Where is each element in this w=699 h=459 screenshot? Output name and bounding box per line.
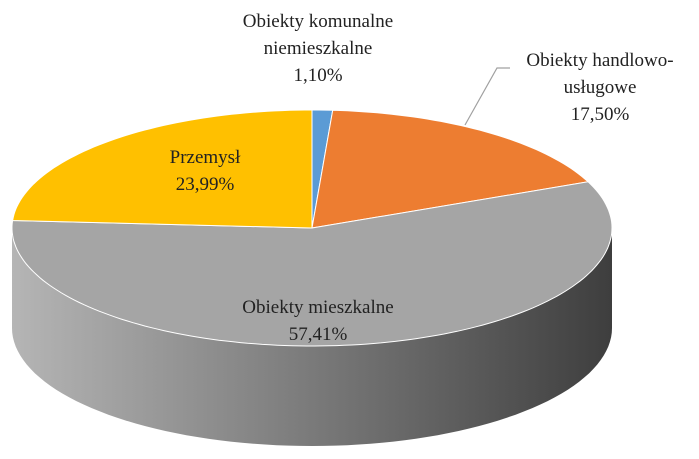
slice-label: Obiekty komunalne niemieszkalne 1,10% <box>218 8 418 89</box>
value-label: 57,41% <box>288 324 348 345</box>
category-name: Obiekty komunalne niemieszkalne <box>242 11 394 59</box>
category-name: Obiekty mieszkalne <box>242 297 394 318</box>
pie-slice <box>11 109 313 229</box>
leader-line <box>464 67 510 126</box>
value-label: 17,50% <box>570 104 630 125</box>
pie-slice <box>311 109 590 229</box>
slice-label: Obiekty handlowo-usługowe 17,50% <box>510 47 690 128</box>
slice-label: Przemysł 23,99% <box>125 144 285 198</box>
value-label: 23,99% <box>175 174 235 195</box>
category-name: Przemysł <box>169 147 241 168</box>
value-label: 1,10% <box>293 65 343 86</box>
slice-label: Obiekty mieszkalne 57,41% <box>188 294 448 348</box>
category-name: Obiekty handlowo-usługowe <box>526 50 674 98</box>
pie-slice <box>11 181 613 347</box>
pie-side <box>12 228 612 446</box>
